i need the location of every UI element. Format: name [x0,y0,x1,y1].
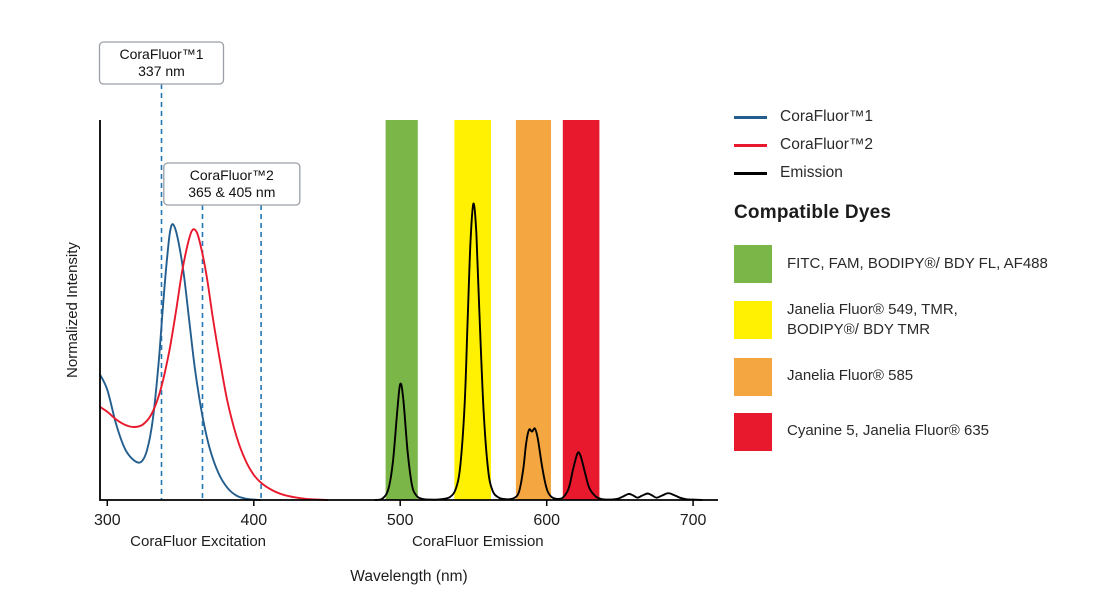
callout-2-title: CoraFluor™2 [190,167,274,183]
callout-box-1 [98,41,225,85]
dye-item-orange: Janelia Fluor® 585 [734,357,1102,396]
dye-item-red: Cyanine 5, Janelia Fluor® 635 [734,412,1102,451]
callout-1-subtitle: 337 nm [138,63,185,79]
x-tick-label-300: 300 [94,512,121,529]
red-dye-label: Cyanine 5, Janelia Fluor® 635 [787,422,990,440]
axes [99,120,718,501]
spectra-chart: 300 400 500 600 700 CoraFluor Excitation CoraF… [64,41,718,585]
legend-item-emission: Emission [734,159,1102,187]
green-filter-band [385,120,418,500]
green-dye-label: FITC, FAM, BODIPY®/ BDY FL, AF488 [787,254,1048,272]
emission-legend-label: Emission [780,164,843,181]
corafluor2-line-swatch [734,143,767,147]
series-legend: CoraFluor™1 CoraFluor™2 Emission [734,103,1102,187]
corafluor2-legend-label: CoraFluor™2 [780,136,874,153]
corafluor-emission-label: CoraFluor Emission [412,533,544,550]
callout-1-title: CoraFluor™1 [119,46,203,62]
yellow-dye-label: Janelia Fluor® 549, TMR, BODIPY®/ BDY TM… [787,301,958,339]
x-axis-title: Wavelength (nm) [350,568,467,585]
callout-2-subtitle: 365 & 405 nm [188,184,275,200]
orange-dye-label: Janelia Fluor® 585 [787,367,914,385]
green-dye-swatch [734,245,772,283]
x-tick-label-600: 600 [533,512,560,529]
corafluor-excitation-label: CoraFluor Excitation [130,533,266,550]
yellow-dye-swatch [734,301,772,340]
orange-dye-swatch [734,357,772,396]
orange-filter-band [515,120,551,500]
x-tick-label-400: 400 [240,512,267,529]
red-dye-swatch [734,412,772,451]
red-filter-band [562,120,600,500]
corafluor-1-excitation-curve [99,223,261,501]
dye-legend: FITC, FAM, BODIPY®/ BDY FL, AF488 Janeli… [734,245,1102,451]
legend-panel: CoraFluor™1 CoraFluor™2 Emission Compati… [734,103,1102,468]
y-axis-title: Normalized Intensity [64,242,81,378]
compatible-dyes-heading: Compatible Dyes [734,202,892,223]
x-tick-label-500: 500 [387,512,414,529]
corafluor1-legend-label: CoraFluor™1 [780,108,874,125]
callout-box-2 [163,162,301,206]
legend-item-corafluor1: CoraFluor™1 [734,103,1102,131]
x-tick-label-700: 700 [680,512,707,529]
corafluor1-line-swatch [734,115,767,119]
emission-line-swatch [734,171,767,175]
dye-item-green: FITC, FAM, BODIPY®/ BDY FL, AF488 [734,245,1102,283]
corafluor-2-excitation-curve [99,228,328,501]
legend-item-corafluor2: CoraFluor™2 [734,131,1102,159]
dye-item-yellow: Janelia Fluor® 549, TMR, BODIPY®/ BDY TM… [734,300,1102,341]
